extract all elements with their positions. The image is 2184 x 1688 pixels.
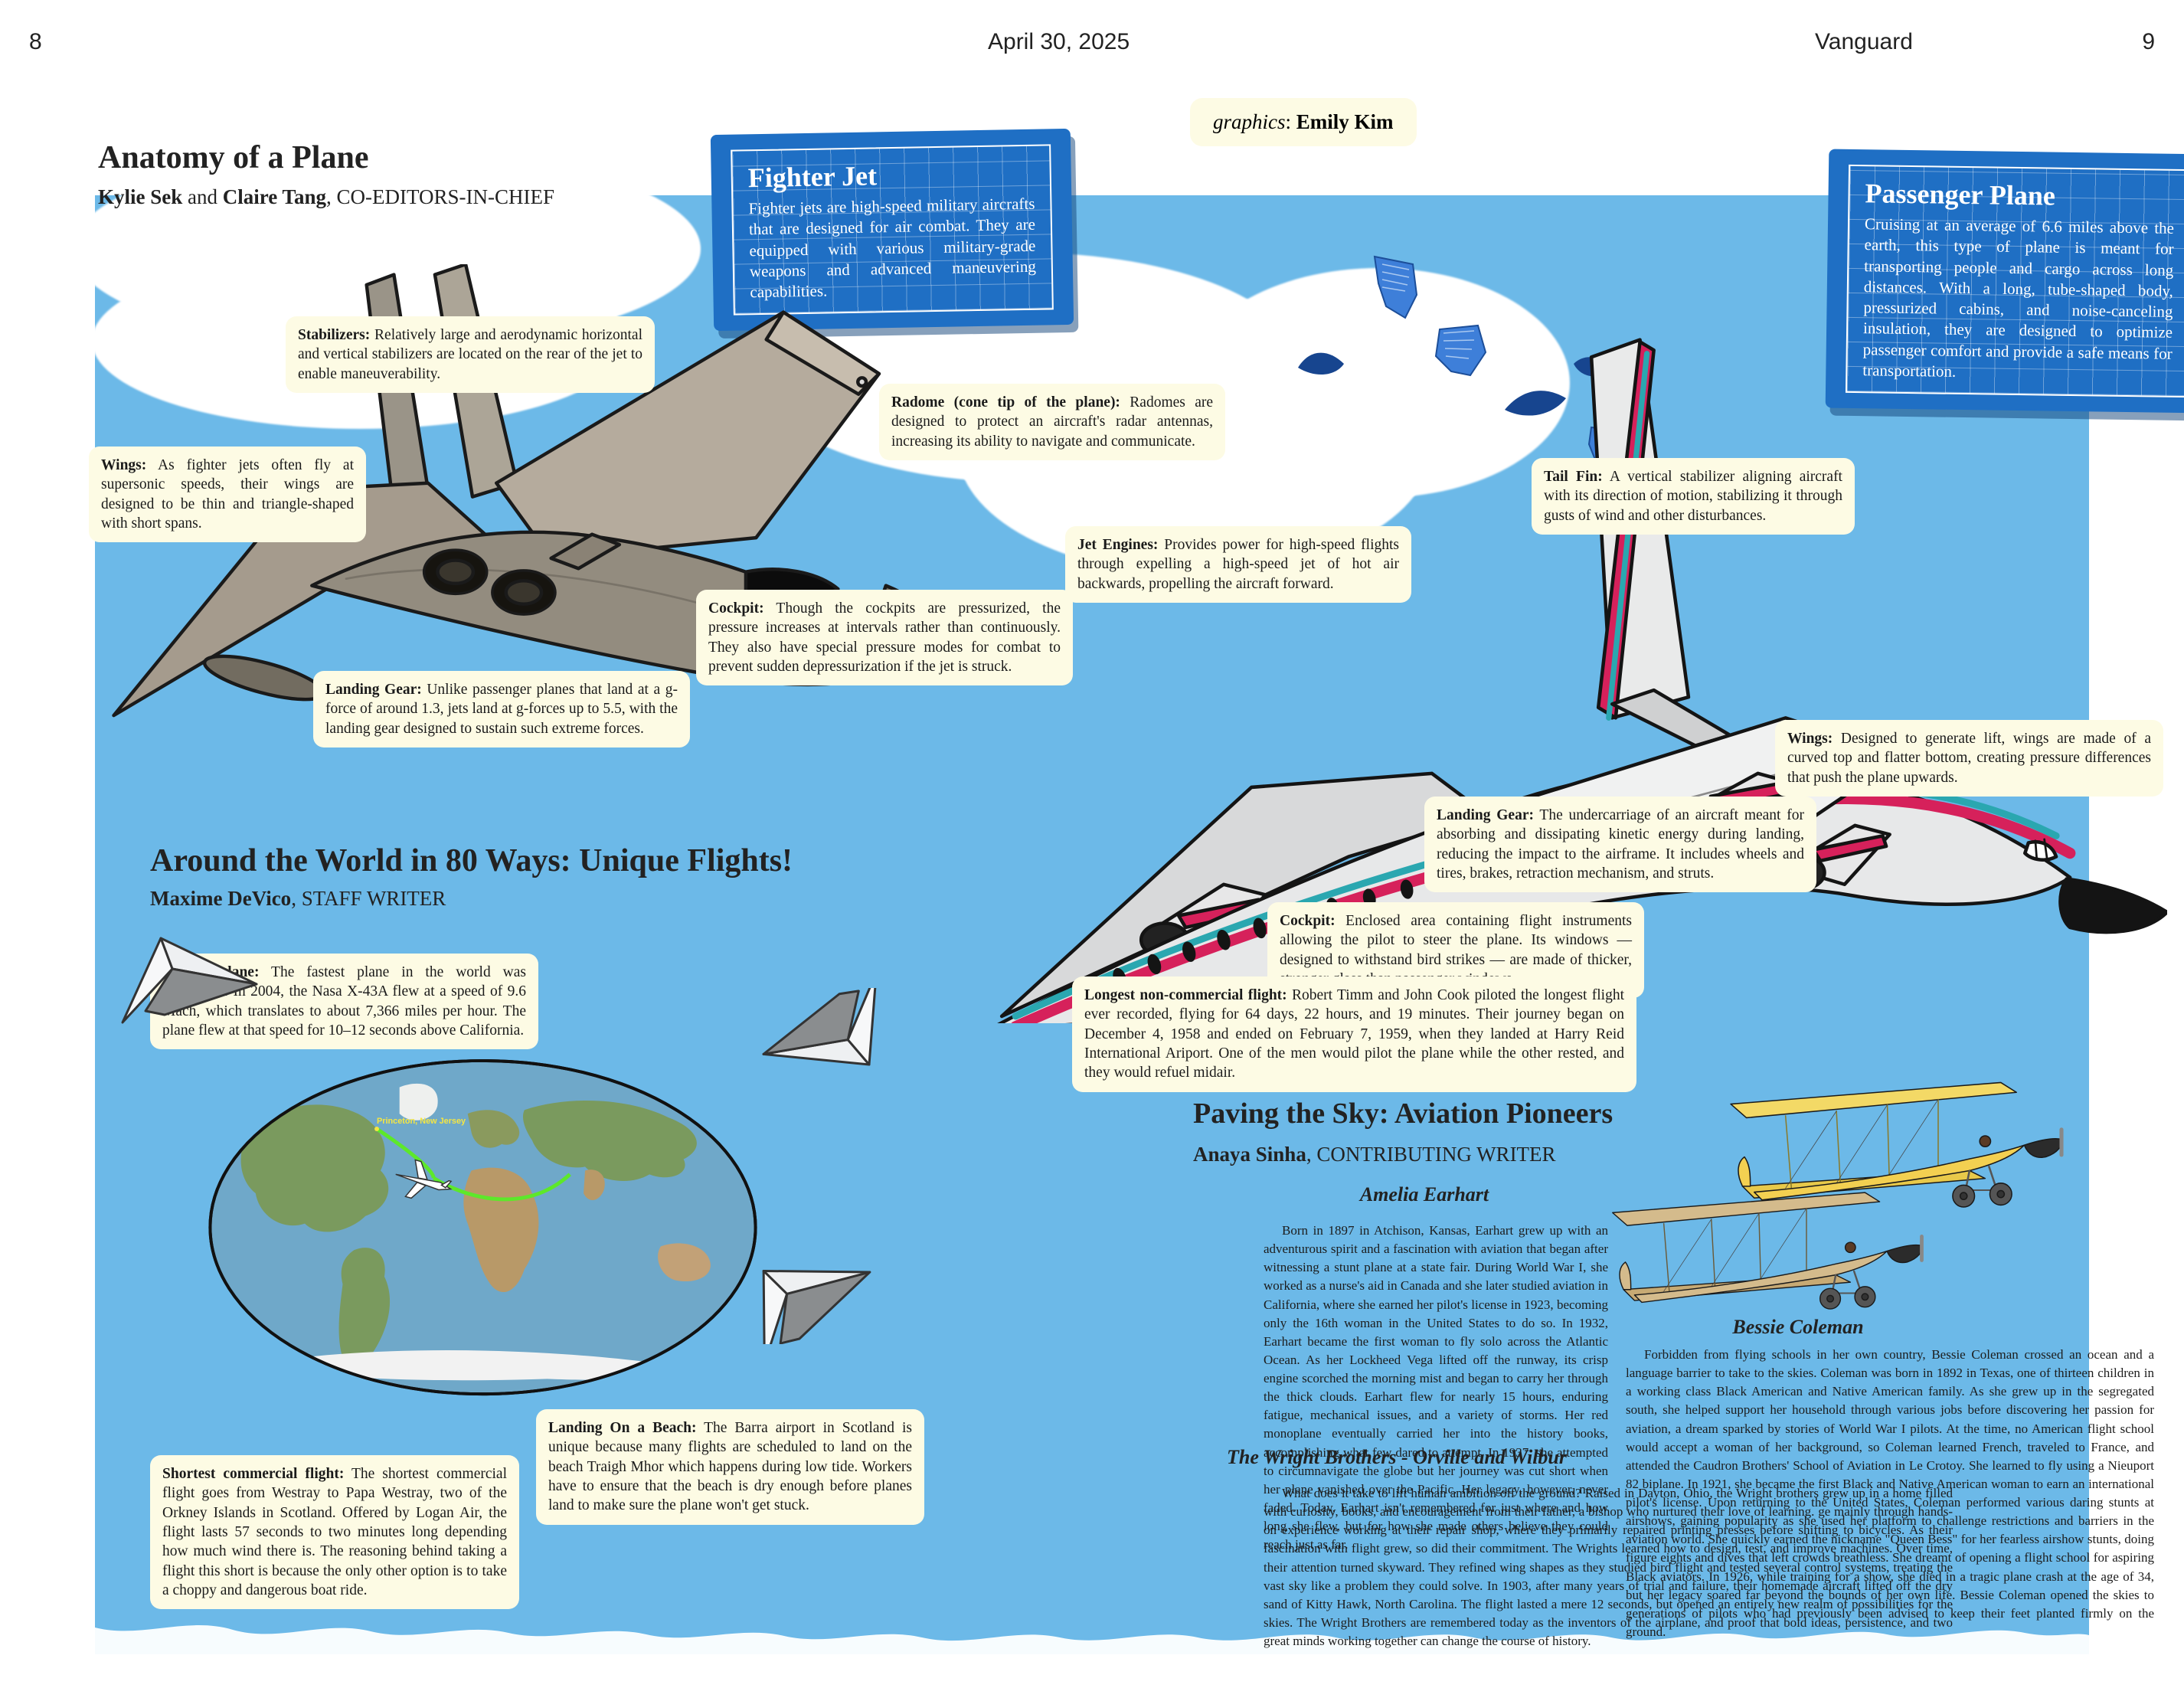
svg-text:Princeton, New Jersey: Princeton, New Jersey	[377, 1117, 466, 1126]
